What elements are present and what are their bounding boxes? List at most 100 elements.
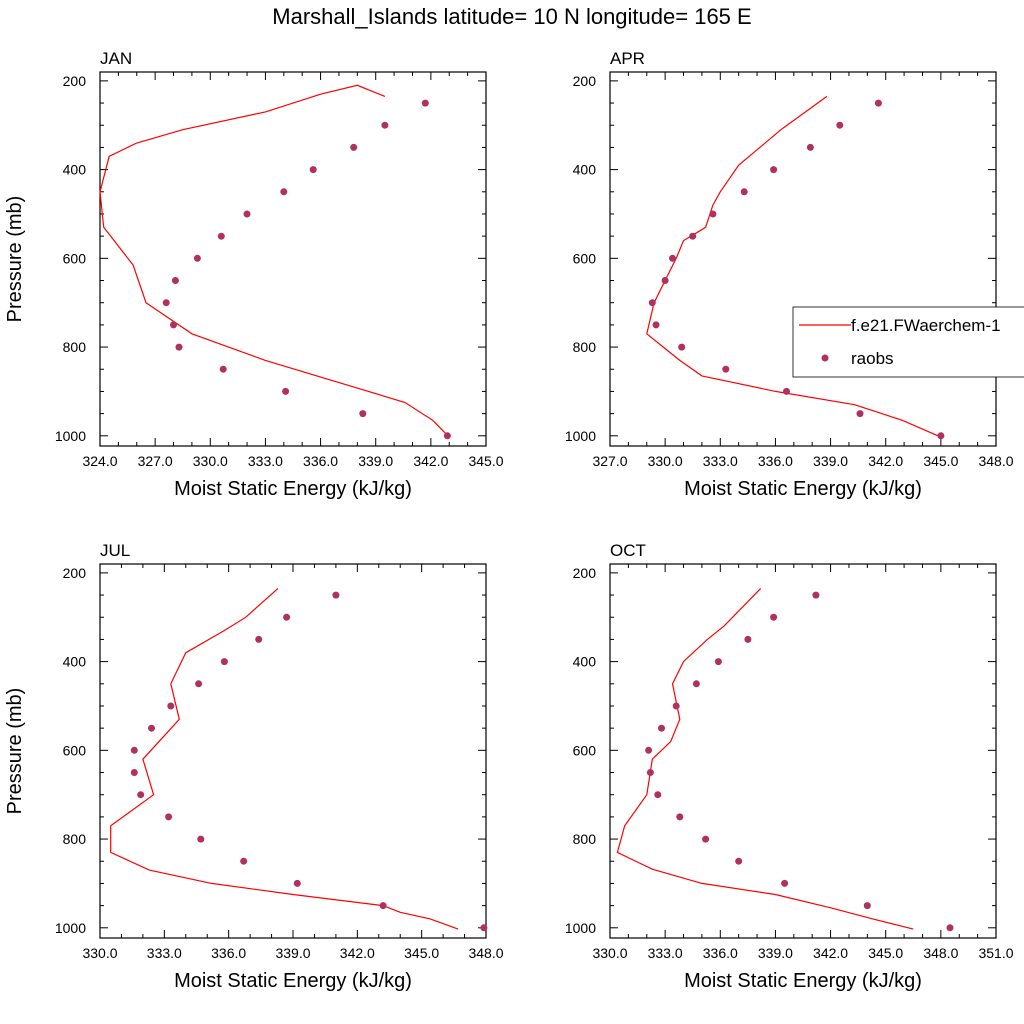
y-tick-label: 800: [63, 831, 87, 847]
plot-frame: [99, 71, 487, 447]
y-tick-label: 1000: [565, 920, 596, 936]
series-line-model: [616, 587, 914, 930]
raobs-point: [167, 702, 175, 710]
raobs-point: [669, 254, 676, 262]
raobs-point: [702, 835, 710, 843]
raobs-point: [672, 702, 680, 710]
raobs-point: [381, 121, 389, 129]
raobs-point: [282, 387, 290, 395]
y-tick-label: 200: [63, 73, 87, 89]
raobs-point: [197, 835, 205, 843]
y-tick-label: 600: [63, 742, 87, 758]
panel-title: OCT: [610, 541, 646, 560]
x-tick-label: 348.0: [923, 945, 958, 961]
x-tick-label: 339.0: [813, 453, 848, 469]
x-tick-label: 339.0: [358, 453, 393, 469]
x-tick-label: 330.0: [193, 453, 228, 469]
x-tick-label: 342.0: [868, 453, 903, 469]
y-tick-label: 600: [63, 250, 87, 266]
raobs-point: [863, 902, 871, 910]
raobs-point: [421, 99, 429, 107]
raobs-point: [175, 343, 183, 351]
raobs-point: [770, 613, 778, 621]
raobs-point: [652, 321, 660, 329]
raobs-point: [170, 321, 177, 329]
raobs-point: [783, 387, 790, 395]
y-tick-label: 400: [63, 654, 87, 670]
x-axis-label: Moist Static Energy (kJ/kg): [174, 970, 412, 992]
x-tick-label: 327.0: [138, 453, 173, 469]
raobs-point: [735, 857, 743, 865]
series-line-model: [99, 84, 450, 438]
y-tick-label: 200: [63, 565, 87, 581]
raobs-point: [350, 143, 358, 151]
chart-title: Marshall_Islands latitude= 10 N longitud…: [272, 4, 752, 29]
x-tick-label: 339.0: [275, 945, 310, 961]
y-axis-label: Pressure (mb): [4, 196, 26, 323]
y-tick-label: 200: [573, 565, 597, 581]
x-tick-label: 333.0: [648, 945, 683, 961]
x-tick-label: 336.0: [758, 453, 793, 469]
panel-title: JAN: [100, 49, 132, 68]
raobs-point: [162, 299, 170, 307]
raobs-point: [379, 902, 387, 910]
x-tick-label: 327.0: [592, 453, 627, 469]
x-tick-label: 351.0: [978, 945, 1013, 961]
x-tick-label: 348.0: [468, 945, 503, 961]
y-tick-label: 1000: [55, 428, 86, 444]
x-tick-label: 342.0: [340, 945, 375, 961]
raobs-point: [689, 232, 697, 240]
raobs-point: [219, 365, 227, 373]
y-tick-label: 800: [573, 339, 597, 355]
x-tick-label: 336.0: [211, 945, 246, 961]
raobs-point: [714, 658, 722, 666]
raobs-point: [740, 188, 748, 196]
y-tick-label: 400: [573, 162, 597, 178]
raobs-point: [648, 299, 656, 307]
raobs-point: [874, 99, 882, 107]
x-tick-label: 345.0: [468, 453, 503, 469]
raobs-point: [692, 680, 700, 688]
raobs-point: [309, 166, 317, 174]
raobs-point: [812, 591, 820, 599]
x-axis-label: Moist Static Energy (kJ/kg): [684, 478, 922, 500]
x-tick-label: 336.0: [703, 945, 738, 961]
raobs-point: [946, 924, 954, 932]
legend-model-label: f.e21.FWaerchem-1: [851, 316, 1001, 335]
x-tick-label: 345.0: [404, 945, 439, 961]
y-tick-label: 600: [573, 742, 597, 758]
raobs-point: [836, 121, 844, 129]
raobs-point: [654, 791, 662, 799]
x-tick-label: 342.0: [813, 945, 848, 961]
raobs-point: [130, 746, 138, 754]
raobs-point: [744, 635, 752, 643]
raobs-point: [781, 879, 789, 887]
raobs-point: [171, 277, 179, 284]
y-tick-label: 1000: [55, 920, 86, 936]
raobs-point: [280, 188, 288, 196]
x-tick-label: 333.0: [147, 945, 182, 961]
raobs-point: [165, 813, 173, 821]
raobs-point: [480, 924, 488, 932]
y-tick-label: 800: [63, 339, 87, 355]
raobs-point: [661, 277, 669, 284]
y-tick-label: 400: [573, 654, 597, 670]
raobs-point: [645, 746, 653, 754]
x-axis-label: Moist Static Energy (kJ/kg): [174, 478, 412, 500]
raobs-point: [770, 166, 778, 174]
raobs-point: [130, 769, 138, 776]
x-tick-label: 333.0: [703, 453, 738, 469]
series-line-model: [110, 587, 459, 930]
plot-frame: [609, 71, 997, 447]
raobs-point: [193, 254, 201, 262]
legend-obs-swatch: [821, 354, 829, 362]
raobs-point: [332, 591, 340, 599]
y-tick-label: 1000: [565, 428, 596, 444]
legend-box: [792, 306, 1024, 378]
x-tick-label: 324.0: [82, 453, 117, 469]
x-tick-label: 333.0: [248, 453, 283, 469]
raobs-point: [283, 613, 291, 621]
legend-obs-label: raobs: [851, 349, 894, 368]
x-tick-label: 336.0: [303, 453, 338, 469]
